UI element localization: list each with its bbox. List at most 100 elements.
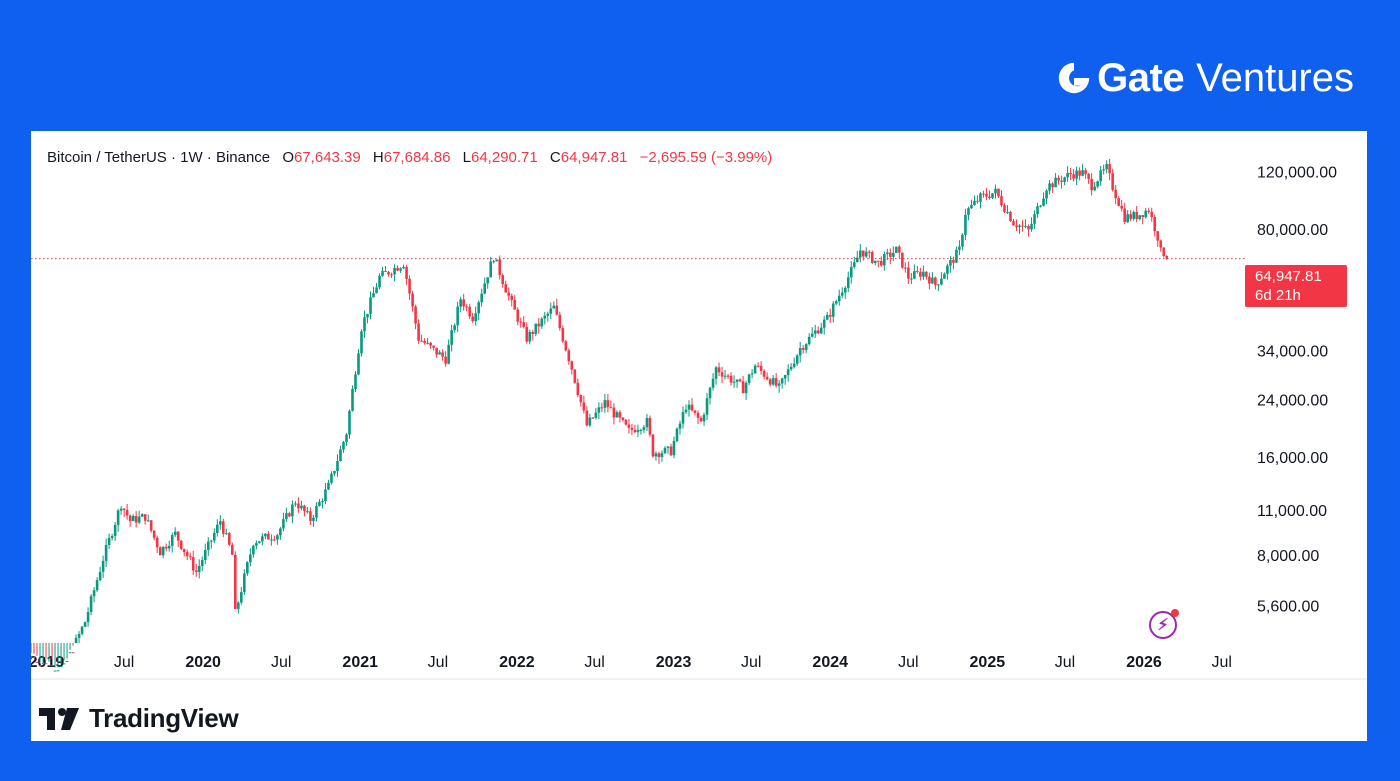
candlestick-chart[interactable]: 5,600.00 8,000.00 11,000.00 16,000.00 24,000… (31, 131, 1367, 691)
candle-body (834, 301, 838, 304)
x-tick-label: Jul (271, 654, 291, 671)
candle-body (288, 513, 291, 517)
candle-body (372, 293, 375, 298)
candle-body (1027, 225, 1030, 230)
candle-body (1030, 223, 1033, 230)
candle-body (669, 446, 673, 456)
candle-body (1015, 225, 1018, 228)
candle-body (558, 314, 562, 328)
open-value: 67,643.39 (294, 149, 361, 166)
candle-body (47, 665, 51, 667)
candle-body (447, 344, 450, 364)
candle-body (218, 521, 222, 525)
candle-body (450, 330, 453, 345)
candle-body (474, 313, 477, 322)
candle-body (1138, 215, 1142, 220)
candle-body (801, 348, 805, 350)
candle-body (417, 323, 420, 341)
candle-body (435, 347, 438, 355)
candle-body (68, 652, 72, 654)
tradingview-logo-icon (39, 707, 79, 730)
candle-body (600, 407, 604, 409)
candle-body (756, 365, 760, 367)
candle-body (330, 473, 333, 483)
candle-body (468, 306, 471, 317)
candle-body (540, 318, 544, 327)
x-tick-label: Jul (1211, 654, 1231, 671)
candle-body (122, 508, 126, 510)
candle-body (360, 331, 363, 354)
candle-body (50, 665, 54, 667)
candle-body (86, 612, 90, 623)
symbol-title[interactable]: Bitcoin / TetherUS · 1W · Binance (47, 149, 271, 166)
candle-body (354, 374, 357, 389)
candle-body (564, 341, 568, 351)
candle-body (206, 541, 210, 550)
candle-body (234, 554, 237, 609)
high-label: H (372, 149, 384, 166)
candle-body (294, 503, 297, 505)
candle-body (170, 535, 174, 546)
candle-body (813, 330, 817, 334)
candle-body (867, 251, 871, 253)
candle-body (152, 530, 156, 538)
candle-body (1114, 189, 1117, 199)
candle-body (128, 515, 132, 522)
candle-body (516, 309, 520, 322)
candle-body (116, 510, 120, 525)
candle-body (979, 193, 982, 202)
candle-body (576, 382, 580, 396)
candle-body (1051, 183, 1054, 188)
candle-body (345, 434, 348, 442)
candle-body (134, 516, 138, 523)
candle-body (95, 580, 99, 591)
candle-body (32, 656, 36, 658)
candle-body (1021, 225, 1024, 227)
candle-body (471, 316, 474, 322)
candle-body (203, 549, 207, 561)
candle-body (1162, 247, 1166, 257)
candle-body (444, 356, 447, 364)
candle-body (525, 326, 529, 342)
lightning-icon[interactable]: ⚡︎ (1149, 609, 1179, 639)
candle-body (249, 554, 252, 563)
candle-body (768, 379, 772, 385)
candle-body (621, 417, 625, 420)
candle-body (840, 292, 844, 296)
candle-body (630, 427, 634, 430)
candle-body (77, 633, 81, 638)
candle-body (555, 305, 559, 315)
brand-logo: Gate Ventures (1055, 54, 1354, 102)
candle-body (931, 277, 934, 284)
candle-body (104, 544, 108, 561)
brand-name-gate: Gate (1097, 55, 1185, 100)
candle-body (1159, 240, 1163, 248)
candle-body (408, 278, 411, 294)
candle-body (973, 200, 976, 205)
candle-body (693, 410, 697, 413)
candle-body (1120, 205, 1123, 209)
tradingview-logo[interactable]: TradingView (39, 703, 239, 734)
candle-body (405, 266, 408, 279)
candle-body (1054, 177, 1057, 188)
candle-body (41, 663, 45, 665)
candle-body (161, 546, 165, 556)
candle-body (513, 300, 517, 310)
candle-body (943, 273, 946, 279)
candle-body (531, 331, 535, 334)
y-tick-label: 11,000.00 (1257, 503, 1327, 520)
candle-body (143, 514, 147, 521)
candle-body (462, 299, 465, 307)
candle-body (855, 257, 859, 263)
candle-body (991, 193, 994, 198)
candle-body (537, 323, 541, 327)
candle-body (164, 546, 168, 549)
candle-body (300, 505, 303, 509)
candle-body (423, 341, 426, 344)
candle-body (1141, 215, 1145, 218)
candle-body (209, 540, 213, 542)
last-price-tag: 64,947.81 6d 21h (1245, 265, 1347, 307)
candle-body (264, 533, 267, 537)
candle-body (215, 524, 219, 533)
candle-body (1150, 211, 1154, 217)
